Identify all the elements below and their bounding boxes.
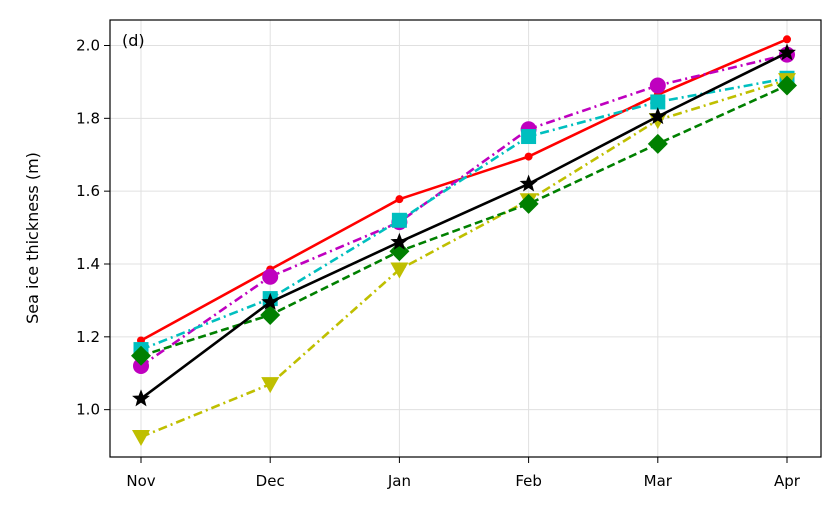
y-tick-label: 2.0 [76,36,100,54]
y-tick-label: 1.8 [76,109,100,127]
marker-point [777,75,797,96]
marker-point [261,292,280,310]
marker-point [648,107,667,125]
x-tick-label: Apr [774,472,801,490]
marker-point [131,345,151,366]
grid-lines [110,20,821,457]
series-line [140,77,788,351]
y-tick-label: 1.4 [76,255,100,273]
marker-point [132,389,150,407]
marker-point [521,129,537,145]
marker-point [261,377,280,394]
series-4 [132,73,796,446]
marker-point [519,174,538,192]
y-axis-label: Sea ice thickness (m) [23,152,42,324]
series-line [140,53,788,368]
marker-point [389,241,410,262]
x-tick-label: Dec [256,472,285,490]
y-tick-label: 1.0 [76,401,100,419]
series-layer [131,35,797,446]
panel-label: (d) [122,31,145,50]
series-6 [132,43,796,407]
x-tick-label: Nov [126,472,155,490]
marker-point [783,35,791,44]
x-tick-label: Feb [515,472,542,490]
marker-point [778,43,796,61]
series-1 [137,35,791,345]
marker-point [395,195,404,204]
marker-point [260,304,281,325]
marker-point [518,193,539,214]
marker-point [262,268,279,285]
series-line [140,84,788,358]
series-line [140,38,788,342]
x-tick-label: Mar [644,472,673,490]
series-5 [131,75,797,366]
marker-point [390,262,409,279]
axes: Nov Dec Jan Feb Mar Apr 1.0 1.2 1.4 1.6 1.8 2.0 [76,36,801,490]
x-tick-label: Jan [387,472,411,490]
y-tick-label: 1.6 [76,182,100,200]
marker-point [133,357,149,374]
series-line [140,78,788,439]
marker-point [391,212,407,228]
y-tick-label: 1.2 [76,328,100,346]
plot-frame [109,19,822,458]
marker-point [524,152,533,161]
marker-point [647,133,668,154]
marker-point [390,232,409,250]
marker-point [132,429,150,446]
marker-point [650,94,666,110]
marker-point [649,77,666,94]
series-line [140,51,788,400]
